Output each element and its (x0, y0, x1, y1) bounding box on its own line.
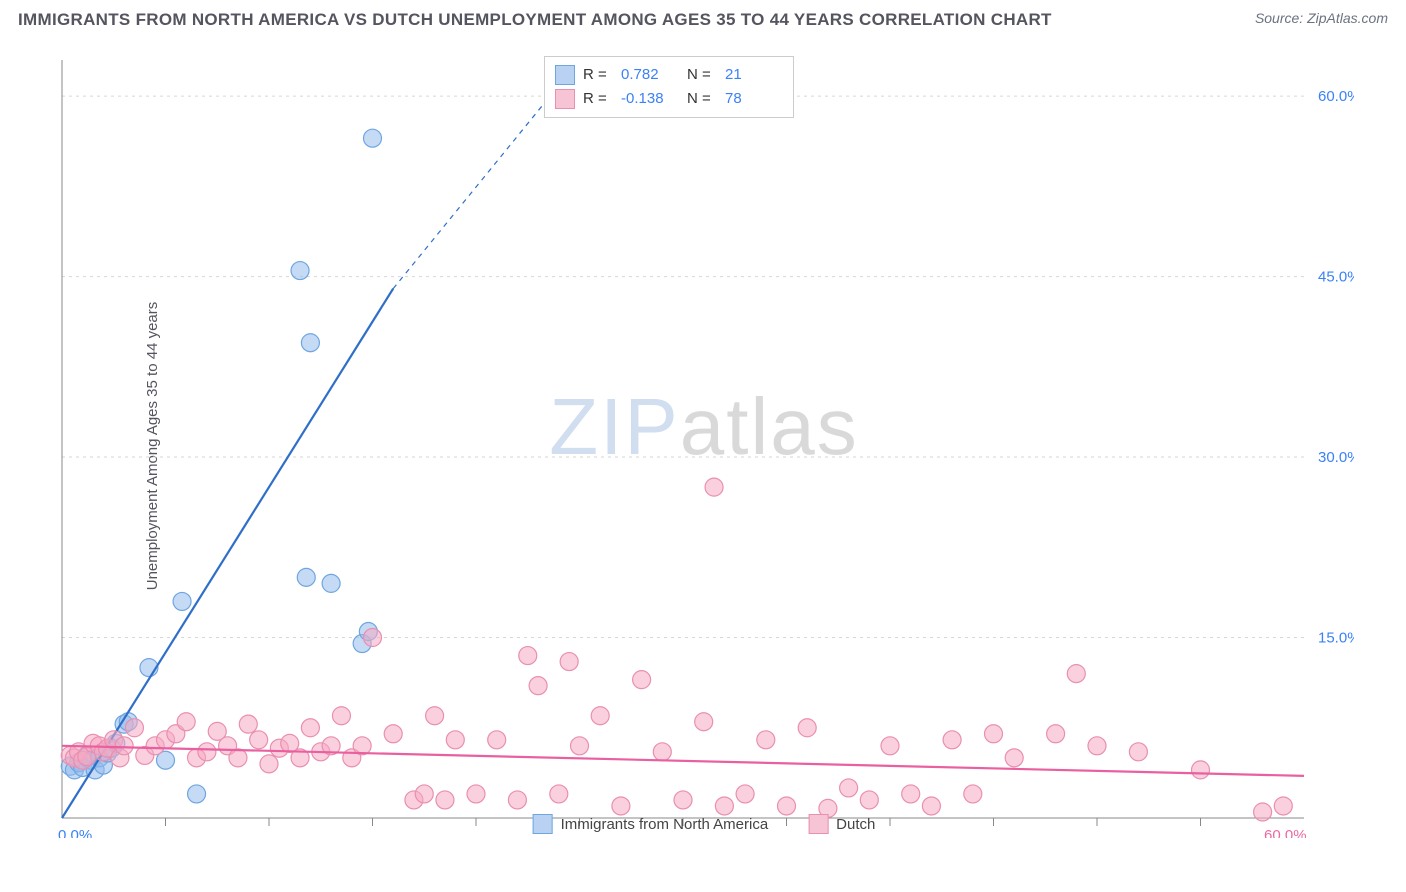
chart-area: 15.0%30.0%45.0%60.0%0.0%60.0% ZIPatlas R… (54, 48, 1354, 838)
legend-item-1: Immigrants from North America (533, 814, 769, 834)
stat-n-value-1: 21 (725, 63, 783, 87)
stats-row-series1: R = 0.782 N = 21 (555, 63, 783, 87)
legend-swatch-1 (533, 814, 553, 834)
legend: Immigrants from North America Dutch (533, 814, 876, 834)
svg-text:45.0%: 45.0% (1318, 269, 1354, 286)
svg-text:60.0%: 60.0% (1264, 827, 1307, 838)
stat-r-label: R = (583, 87, 613, 111)
source-attribution: Source: ZipAtlas.com (1255, 10, 1388, 26)
legend-item-2: Dutch (808, 814, 875, 834)
svg-text:15.0%: 15.0% (1318, 630, 1354, 647)
stat-r-value-1: 0.782 (621, 63, 679, 87)
stats-row-series2: R = -0.138 N = 78 (555, 87, 783, 111)
swatch-series1 (555, 65, 575, 85)
svg-text:30.0%: 30.0% (1318, 449, 1354, 466)
swatch-series2 (555, 89, 575, 109)
stat-n-label: N = (687, 87, 717, 111)
scatter-plot: 15.0% 30.0% 45.0% 60.0% 0.0% 60.0% (54, 48, 1354, 838)
stats-box: R = 0.782 N = 21 R = -0.138 N = 78 (544, 56, 794, 118)
svg-text:60.0%: 60.0% (1318, 88, 1354, 105)
svg-text:0.0%: 0.0% (58, 827, 92, 838)
legend-swatch-2 (808, 814, 828, 834)
stat-n-value-2: 78 (725, 87, 783, 111)
legend-label-2: Dutch (836, 816, 875, 833)
stat-r-label: R = (583, 63, 613, 87)
legend-label-1: Immigrants from North America (561, 816, 769, 833)
stat-n-label: N = (687, 63, 717, 87)
chart-title: IMMIGRANTS FROM NORTH AMERICA VS DUTCH U… (18, 10, 1052, 30)
stat-r-value-2: -0.138 (621, 87, 679, 111)
